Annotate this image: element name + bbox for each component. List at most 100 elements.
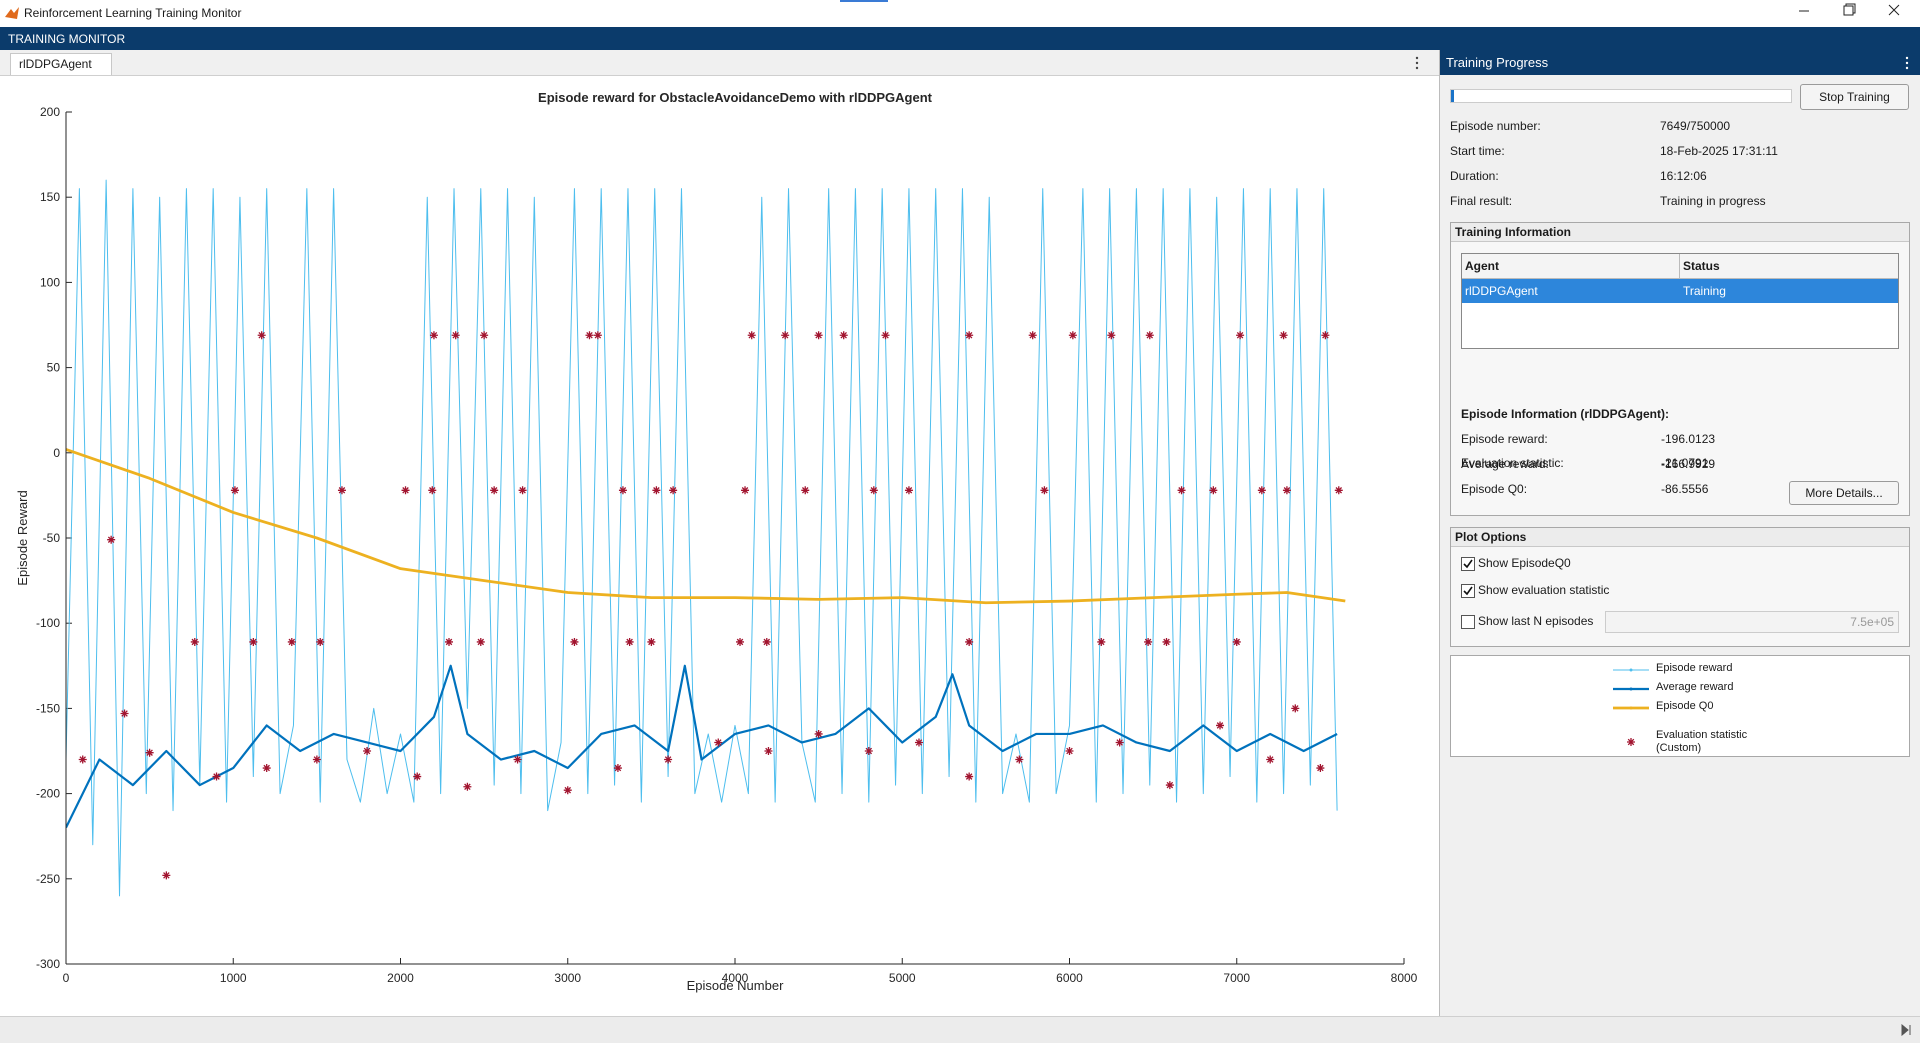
legend-swatch [1613,668,1649,672]
line-series [66,448,1346,605]
legend-swatch [1613,706,1649,710]
legend-label: Evaluation statistic (Custom) [1656,729,1748,754]
scatter-marker [257,331,266,340]
scatter-marker [563,786,572,795]
legend-dot [1629,706,1633,710]
scatter-marker [914,738,923,747]
scatter-marker [965,637,974,646]
y-tick-label: -50 [43,531,61,545]
scatter-marker [801,486,810,495]
y-tick-label: 100 [40,275,60,289]
scatter-marker [445,637,454,646]
scatter-marker [1316,764,1325,773]
scatter-marker [363,747,372,755]
table-row[interactable]: rlDDPGAgent Training [1462,279,1898,303]
more-details-button[interactable]: More Details... [1789,481,1899,505]
x-tick-label: 2000 [387,971,414,985]
x-tick-label: 6000 [1056,971,1083,985]
field-value: 16:12:06 [1660,169,1707,183]
scatter-marker [451,331,460,340]
checkbox[interactable] [1461,584,1475,598]
scatter-marker [762,637,771,646]
stop-button[interactable]: Stop Training [1800,84,1909,110]
scatter-marker [1209,486,1218,495]
tab-label[interactable]: rlDDPGAgent [19,57,92,71]
scatter-marker [1040,486,1049,495]
checkbox-label[interactable]: Show evaluation statistic [1478,583,1610,597]
scatter-marker [312,755,321,764]
scatter-marker [230,486,239,495]
column-header: Status [1683,259,1720,273]
scatter-marker [585,331,594,340]
checkbox[interactable] [1461,557,1475,571]
scatter-marker [1236,331,1245,340]
window-controls[interactable] [1790,0,1920,27]
y-tick-label: 200 [40,105,60,119]
tab-menu[interactable] [1412,55,1422,71]
scatter-marker [652,486,661,495]
scatter-marker [736,637,745,646]
scatter-marker [1321,331,1330,340]
scatter-marker [814,729,823,738]
legend-swatch [1627,738,1635,746]
scatter-marker [1145,331,1154,340]
panel-menu[interactable] [1902,55,1912,71]
scatter-marker [1291,704,1300,713]
checkbox[interactable] [1461,615,1475,629]
status-bar [0,1016,1920,1043]
last-n-input[interactable]: 7.5e+05 [1605,611,1899,633]
plot-options: Plot Options Show EpisodeQ0 Show evaluat… [1450,527,1910,647]
scatter-marker [669,486,678,495]
checkbox-label[interactable]: Show last N episodes [1478,614,1594,628]
x-tick-label: 8000 [1391,971,1418,985]
progress-bar [1450,89,1792,103]
section-subtitle: Episode Information (rlDDPGAgent): [1461,407,1669,421]
scatter-marker [401,486,410,495]
scatter-marker [618,486,627,495]
x-tick-label: 4000 [722,971,749,985]
scatter-marker [839,331,848,340]
x-axis-label: Episode Number [687,978,784,993]
scatter-marker [1232,637,1241,646]
scatter-marker [881,331,890,340]
field-value: -196.0123 [1661,432,1716,446]
checkbox-label[interactable]: Show EpisodeQ0 [1478,556,1571,570]
legend-dot [1629,668,1633,672]
field-value: -166.9929 [1661,457,1716,471]
tab[interactable]: rlDDPGAgent [10,53,112,75]
toolstrip-label: TRAINING MONITOR [8,32,126,46]
scatter-marker [78,755,87,764]
scatter-marker [1282,486,1291,495]
y-tick-label: -100 [36,616,60,630]
scatter-marker [212,772,221,781]
scatter-marker [1015,755,1024,764]
field-value: 7649/750000 [1660,119,1731,133]
scatter-marker [249,637,258,646]
line-series [66,179,1338,897]
scatter-marker [428,486,437,495]
scatter-marker [316,637,325,646]
tab-bar: rlDDPGAgent [0,50,1439,76]
y-axis-label: Episode Reward [15,490,30,585]
field-label: Start time: [1450,144,1505,158]
scatter-marker [1097,637,1106,646]
training-info: Training Information Agent Status rlDDPG… [1450,222,1910,516]
field-label: Episode number: [1450,119,1541,133]
legend-label: Average reward [1656,681,1734,693]
x-tick-label: 3000 [554,971,581,985]
x-tick-label: 0 [63,971,70,985]
focus-indicator [840,0,888,2]
scatter-marker [1162,637,1171,646]
scatter-marker [120,709,129,718]
window-title: Reinforcement Learning Training Monitor [24,6,242,20]
scatter-marker [781,331,790,340]
legend: Episode reward Average reward Episode Q0 Ev… [1450,655,1910,757]
scatter-marker [814,331,823,340]
collapse-icon[interactable] [1900,1024,1912,1036]
scatter-marker [337,486,346,495]
field-label: Average reward: [1461,457,1549,471]
section-title: Training Information [1451,223,1909,242]
scatter-marker [1068,331,1077,340]
panel-title: Training Progress [1446,55,1549,70]
